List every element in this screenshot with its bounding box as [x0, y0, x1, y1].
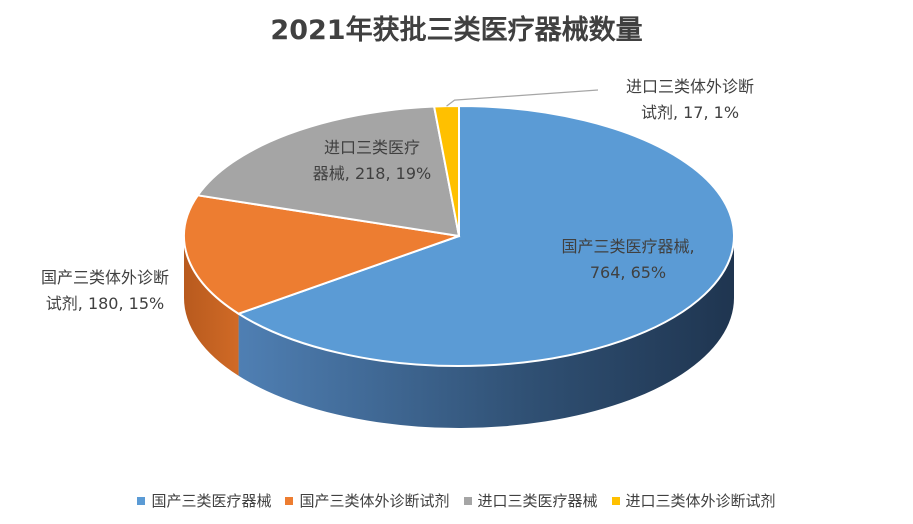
legend-item-3: 进口三类体外诊断试剂 [611, 490, 776, 511]
pie-slice-0 [236, 104, 735, 367]
legend: 国产三类医疗器械 国产三类体外诊断试剂 进口三类医疗器械 进口三类体外诊断试剂 [0, 490, 913, 511]
legend-item-1: 国产三类体外诊断试剂 [285, 490, 450, 511]
legend-swatch [463, 496, 472, 505]
leader-line [446, 89, 599, 107]
pie-side-0 [238, 236, 734, 428]
data-label-1: 国产三类体外诊断试剂, 180, 15% [41, 268, 169, 313]
data-label-2: 进口三类医疗器械, 218, 19% [313, 138, 431, 183]
legend-label: 进口三类医疗器械 [477, 492, 598, 510]
data-label-3: 进口三类体外诊断试剂, 17, 1% [626, 77, 754, 122]
legend-swatch [611, 496, 620, 505]
legend-label: 国产三类医疗器械 [151, 492, 272, 510]
legend-swatch [285, 496, 294, 505]
legend-label: 国产三类体外诊断试剂 [299, 492, 450, 510]
legend-item-0: 国产三类医疗器械 [137, 490, 271, 511]
pie-slice-2 [196, 105, 461, 238]
data-label-0: 国产三类医疗器械, 764, 65% [561, 237, 694, 282]
legend-label: 进口三类体外诊断试剂 [625, 492, 776, 510]
pie-side-1 [184, 236, 239, 376]
chart-title: 2021年获批三类医疗器械数量 [270, 15, 643, 46]
legend-item-2: 进口三类医疗器械 [463, 490, 598, 511]
legend-swatch [137, 496, 146, 505]
pie-slice-1 [183, 194, 460, 315]
